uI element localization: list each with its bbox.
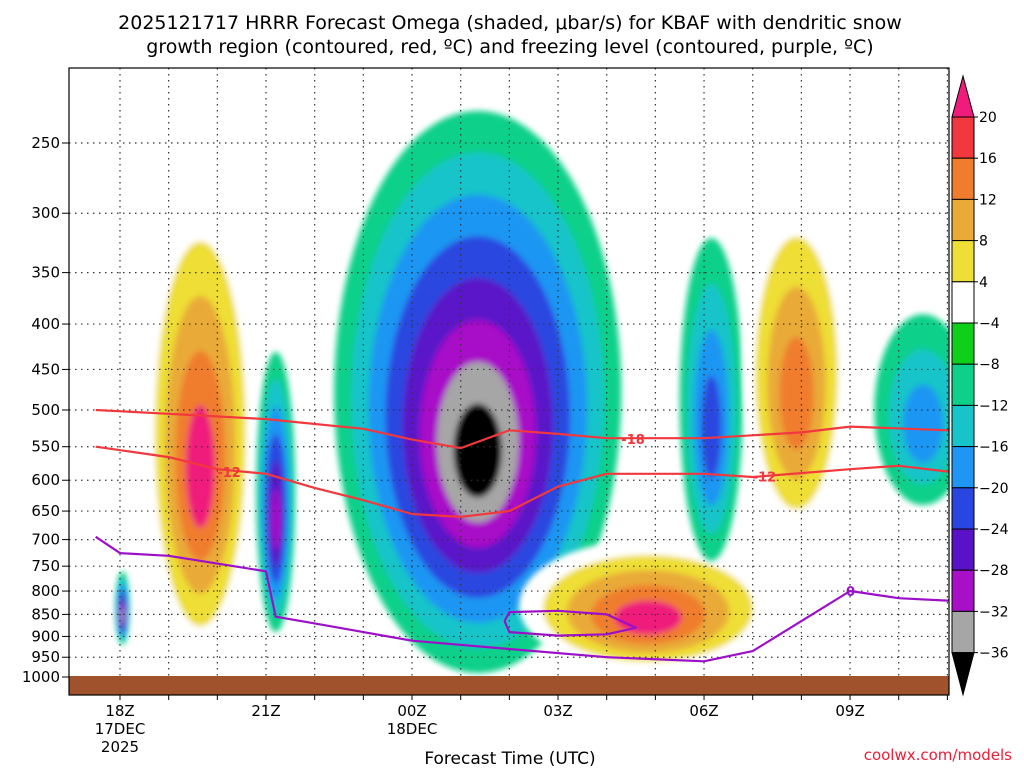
omega-blob-early-subsidence-column	[144, 186, 257, 660]
y-tick-800: 800	[31, 582, 60, 600]
x-axis-title: Forecast Time (UTC)	[424, 749, 595, 768]
x-tick-date-00Z: 18DEC	[387, 720, 438, 738]
y-tick-450: 450	[31, 360, 60, 378]
y-tick-350: 350	[31, 264, 60, 282]
dgz-contour--12	[95, 445, 949, 519]
colorbar-label-5: −4	[979, 316, 1000, 332]
freezing-level-label: 0	[846, 585, 855, 600]
chart-title-line2: growth region (contoured, red, ºC) and f…	[146, 36, 873, 58]
y-tick-550: 550	[31, 438, 60, 456]
x-tick-18Z: 18Z	[105, 702, 134, 720]
colorbar-label-11: −28	[979, 563, 1009, 579]
colorbar-top-triangle	[951, 74, 975, 118]
y-axis: 250 300 350 400 450 500 550 600 650 700 750 800 850 9…	[22, 134, 69, 686]
colorbar-label-0: 20	[979, 110, 997, 126]
y-tick-400: 400	[31, 315, 60, 333]
credit-text: coolwx.com/models	[864, 746, 1012, 764]
y-tick-500: 500	[31, 401, 60, 419]
dgz-contour--18	[95, 408, 949, 450]
colorbar-swatch-12	[951, 569, 975, 612]
omega-blob-main-ascent-core	[334, 110, 622, 674]
x-tick-21Z: 21Z	[251, 702, 280, 720]
colorbar-label-10: −24	[979, 522, 1009, 538]
y-tick-950: 950	[31, 648, 60, 666]
x-tick-06Z: 06Z	[689, 702, 718, 720]
y-tick-650: 650	[31, 502, 60, 520]
colorbar-bottom-triangle	[951, 652, 975, 697]
colorbar-label-6: −8	[979, 357, 1000, 373]
colorbar-swatch-7	[951, 363, 975, 406]
omega-level-neg32	[121, 608, 124, 623]
colorbar-swatch-13	[951, 610, 975, 654]
omega-level-neg20	[701, 375, 722, 479]
x-tick-03Z: 03Z	[543, 702, 572, 720]
omega-blob-08Z-subsidence-column	[742, 186, 851, 540]
colorbar-swatch-8	[951, 404, 975, 448]
dgz-label-12a: -12	[217, 466, 241, 481]
omega-level-neg16	[903, 384, 944, 464]
omega-blob-06Z-ascent-column	[679, 238, 743, 562]
colorbar-swatch-1	[951, 116, 975, 159]
omega-shading	[115, 110, 949, 674]
y-tick-300: 300	[31, 204, 60, 222]
y-tick-1000: 1000	[22, 668, 60, 686]
y-tick-750: 750	[31, 557, 60, 575]
colorbar-swatch-6	[951, 322, 975, 365]
omega-level-16	[779, 337, 814, 450]
x-tick-year-18Z: 2025	[101, 738, 139, 756]
colorbar-swatch-3	[951, 198, 975, 242]
omega-blob-late-ascent-column	[874, 314, 949, 506]
omega-level-20	[185, 405, 215, 528]
colorbar-label-7: −12	[979, 398, 1009, 414]
x-tick-00Z: 00Z	[397, 702, 426, 720]
colorbar-label-1: 16	[979, 151, 997, 167]
y-tick-600: 600	[31, 471, 60, 489]
x-tick-09Z: 09Z	[835, 702, 864, 720]
colorbar-label-13: −36	[979, 646, 1009, 662]
x-tick-date-18Z: 17DEC	[95, 720, 146, 738]
chart-title-line1: 2025121717 HRRR Forecast Omega (shaded, …	[118, 12, 902, 34]
colorbar-label-8: −16	[979, 440, 1009, 456]
colorbar-label-12: −32	[979, 604, 1009, 620]
colorbar-swatch-9	[951, 446, 975, 489]
colorbar-swatch-11	[951, 528, 975, 571]
colorbar-swatch-2	[951, 157, 975, 200]
plot-area: -18 -12 -12 0	[69, 68, 949, 695]
omega-level-neg36	[453, 403, 502, 498]
colorbar-label-2: 12	[979, 192, 997, 208]
freezing-level-contour-0	[95, 535, 949, 663]
omega-level-neg28	[271, 488, 281, 551]
colorbar-swatch-10	[951, 487, 975, 530]
colorbar: 20 16 12 8 4 −4 −8 −12 −16 −20 −24 −28 −32 −36	[951, 74, 1009, 697]
omega-blob-21Z-ascent-column	[256, 351, 296, 633]
y-tick-850: 850	[31, 605, 60, 623]
dgz-label-12b: -12	[753, 470, 777, 485]
ground-bar	[69, 676, 949, 695]
y-tick-700: 700	[31, 531, 60, 549]
y-tick-250: 250	[31, 134, 60, 152]
contours: -18 -12 -12 0	[95, 408, 949, 681]
freezing-level-contour-1	[503, 609, 638, 637]
colorbar-swatch-4	[951, 240, 975, 283]
colorbar-swatch-5	[951, 281, 975, 324]
colorbar-label-9: −20	[979, 481, 1009, 497]
y-tick-900: 900	[31, 627, 60, 645]
dgz-label-18: -18	[621, 433, 645, 448]
colorbar-label-4: 4	[979, 275, 988, 291]
colorbar-label-3: 8	[979, 234, 988, 250]
omega-blob-early-lowlevel-ascent	[115, 571, 130, 645]
